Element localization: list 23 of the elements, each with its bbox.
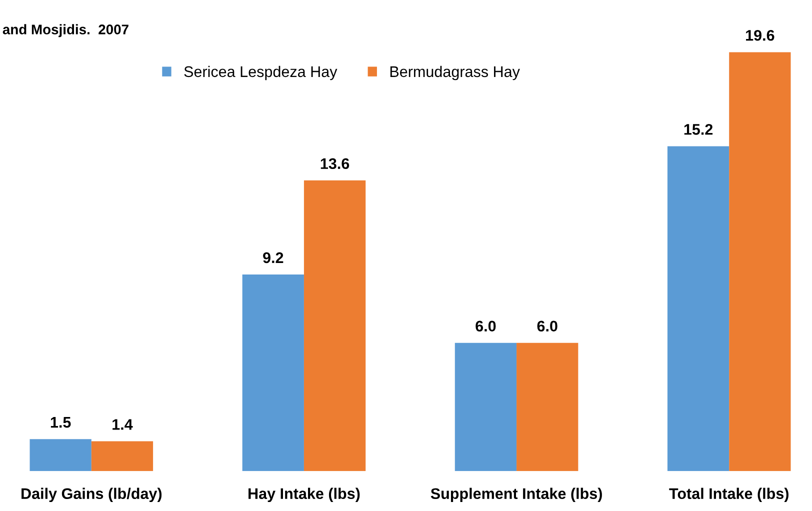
legend-label: Bermudagrass Hay bbox=[390, 66, 520, 80]
x-tick-label: Total Intake (lbs) bbox=[669, 488, 788, 502]
x-tick-label: Hay Intake (lbs) bbox=[248, 488, 360, 502]
data-label: 1.4 bbox=[112, 419, 133, 430]
text: and Mosjidis. 2007 bbox=[2, 24, 128, 38]
bar bbox=[242, 274, 304, 472]
data-label: 6.0 bbox=[537, 320, 558, 332]
data-label: 1.5 bbox=[50, 417, 71, 428]
bar bbox=[454, 342, 517, 472]
bar bbox=[516, 342, 578, 472]
data-label: 15.2 bbox=[684, 124, 713, 135]
data-label: 9.2 bbox=[263, 252, 284, 264]
legend-label: Sericea Lespdeza Hay bbox=[184, 66, 338, 80]
x-tick-label: Daily Gains (lb/day) bbox=[22, 488, 162, 502]
bar bbox=[91, 441, 154, 472]
data-label: 19.6 bbox=[746, 30, 774, 41]
bar bbox=[304, 180, 366, 472]
bar bbox=[729, 52, 791, 472]
bar bbox=[667, 146, 730, 472]
data-label: 6.0 bbox=[476, 320, 496, 332]
bar bbox=[30, 439, 92, 472]
data-label: 13.6 bbox=[320, 158, 350, 170]
x-tick-label: Supplement Intake (lbs) bbox=[430, 488, 602, 502]
